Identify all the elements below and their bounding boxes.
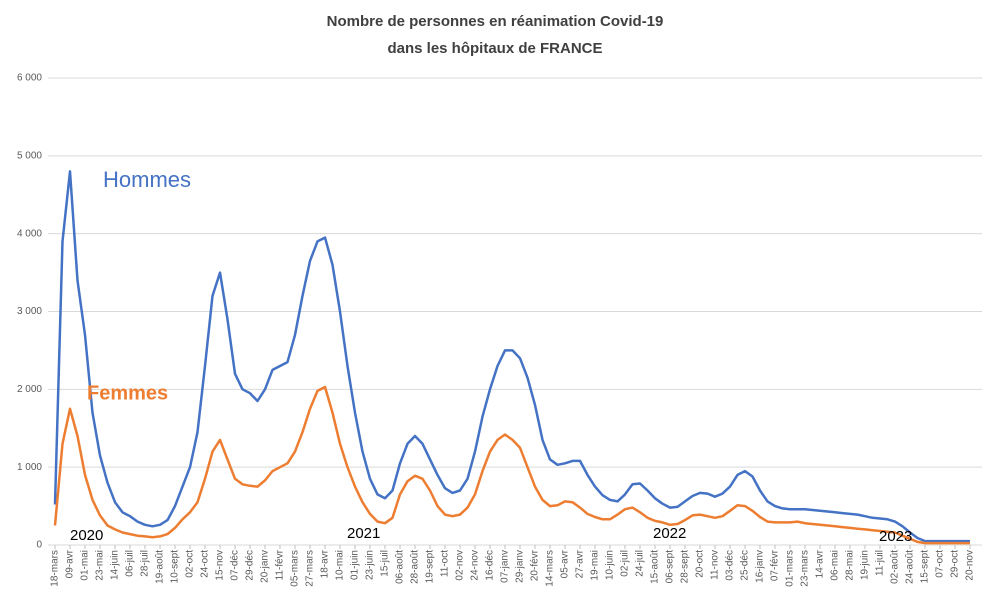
x-tick-label: 28-mai (845, 550, 856, 581)
year-label: 2021 (347, 525, 380, 542)
y-tick-label: 4 000 (17, 228, 42, 239)
x-tick-label: 16-déc (485, 550, 496, 581)
x-tick-label: 27-mars (305, 550, 316, 587)
x-tick-label: 20-oct (695, 550, 706, 578)
x-tick-label: 16-janv (755, 550, 766, 583)
x-tick-label: 14-avr (815, 549, 826, 578)
year-label: 2023 (879, 528, 912, 545)
x-tick-label: 23-juin (365, 550, 376, 580)
x-tick-label: 29-déc (245, 550, 256, 581)
x-tick-label: 15-août (650, 550, 661, 584)
chart-title: Nombre de personnes en réanimation Covid… (327, 13, 664, 30)
x-tick-label: 18-mars (50, 550, 61, 587)
x-tick-label: 10-sept (170, 550, 181, 584)
x-tick-label: 11-oct (440, 550, 451, 577)
x-tick-label: 10-juin (605, 550, 616, 580)
series-line (53, 170, 970, 543)
x-tick-label: 19-mai (590, 550, 601, 581)
y-tick-label: 6 000 (17, 73, 42, 84)
x-tick-label: 18-avr (320, 549, 331, 578)
x-tick-label: 07-févr (770, 549, 781, 581)
x-tick-label: 27-avr (575, 549, 586, 578)
x-tick-label: 28-août (410, 550, 421, 584)
x-tick-label: 01-mai (80, 550, 91, 581)
x-tick-label: 24-oct (200, 550, 211, 578)
x-tick-label: 06-août (395, 550, 406, 584)
x-tick-label: 28-sept (680, 550, 691, 584)
x-tick-label: 15-juil (380, 550, 391, 577)
x-tick-label: 11-févr (275, 549, 286, 580)
x-tick-label: 20-févr (530, 549, 541, 581)
x-tick-label: 11-nov (710, 550, 721, 580)
x-tick-label: 06-juil (125, 550, 136, 577)
chart-subtitle: dans les hôpitaux de FRANCE (387, 40, 602, 57)
x-tick-label: 19-août (155, 550, 166, 584)
x-tick-label: 28-juil (140, 550, 151, 577)
year-label: 2020 (70, 527, 103, 544)
x-tick-label: 06-sept (665, 550, 676, 584)
y-tick-label: 0 (36, 540, 42, 551)
x-tick-label: 19-sept (425, 550, 436, 584)
x-tick-label: 15-nov (215, 550, 226, 581)
y-tick-label: 5 000 (17, 150, 42, 161)
x-tick-label: 01-juin (350, 550, 361, 580)
series-line (53, 385, 970, 545)
x-tick-label: 06-mai (830, 550, 841, 581)
x-tick-label: 07-janv (500, 550, 511, 583)
x-tick-label: 10-mai (335, 550, 346, 581)
x-tick-label: 07-oct (935, 550, 946, 578)
series-label: Femmes (87, 382, 168, 404)
x-tick-label: 20-janv (260, 550, 271, 583)
series-label: Hommes (103, 167, 191, 192)
x-tick-label: 09-avr (65, 549, 76, 578)
x-tick-label: 29-janv (515, 550, 526, 583)
x-tick-label: 24-août (905, 550, 916, 584)
x-tick-label: 23-mars (800, 550, 811, 587)
x-tick-label: 05-mars (290, 550, 301, 587)
x-tick-label: 25-déc (740, 550, 751, 581)
x-tick-label: 02-août (890, 550, 901, 584)
x-tick-label: 07-déc (230, 550, 241, 581)
y-tick-label: 1 000 (17, 462, 42, 473)
x-tick-label: 14-mars (545, 550, 556, 587)
y-tick-label: 2 000 (17, 384, 42, 395)
year-label: 2022 (653, 525, 686, 542)
x-tick-label: 02-juil (620, 550, 631, 577)
x-tick-label: 14-juin (110, 550, 121, 580)
x-tick-label: 15-sept (920, 550, 931, 584)
x-tick-label: 02-oct (185, 550, 196, 578)
x-tick-label: 11-juil (875, 550, 886, 576)
x-tick-label: 19-juin (860, 550, 871, 580)
y-tick-label: 3 000 (17, 306, 42, 317)
x-tick-label: 02-nov (455, 550, 466, 581)
x-tick-label: 29-oct (950, 550, 961, 578)
x-tick-label: 01-mars (785, 550, 796, 587)
x-tick-label: 20-nov (965, 550, 976, 581)
x-tick-label: 03-déc (725, 550, 736, 581)
x-tick-label: 23-mai (95, 550, 106, 581)
x-tick-label: 24-nov (470, 550, 481, 581)
x-tick-label: 24-juil (635, 550, 646, 577)
x-tick-label: 05-avr (560, 549, 571, 578)
